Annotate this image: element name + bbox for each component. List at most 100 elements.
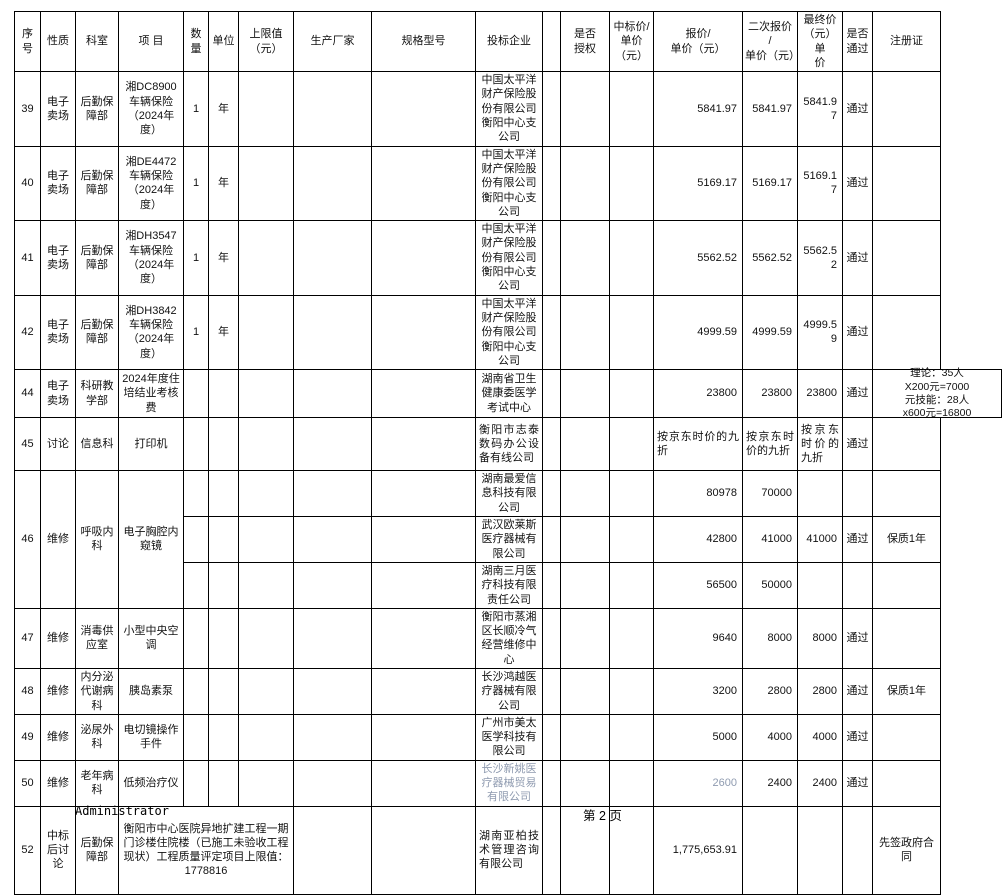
cell-cert bbox=[872, 561, 941, 609]
cell-spec bbox=[371, 805, 476, 895]
cell-qty bbox=[183, 759, 209, 807]
cell-cert bbox=[872, 607, 941, 669]
column-header: 注册证 bbox=[872, 10, 941, 73]
cell-spec bbox=[371, 220, 476, 296]
table-body: 39 电子卖场 后勤保障部 湘DC8900车辆保险（2024年度） 1 年中国太平洋财产保… bbox=[14, 71, 1002, 895]
cell-project: 胰岛素泵 bbox=[118, 667, 184, 715]
cell-qty bbox=[183, 561, 209, 609]
header-row: 序号 性质 科室项 目数量 单位 上限值 （元） 生产厂家 规格型号 投标企业 是否 授权 中标价… bbox=[14, 10, 941, 73]
column-header: 是否 通过 bbox=[842, 10, 873, 73]
cell-bidder: 长沙鸿越医疗器械有限公司 bbox=[475, 667, 543, 715]
cell-manufacturer bbox=[293, 220, 372, 296]
cell-second-quote: 2400 bbox=[742, 759, 798, 807]
cell-final-price: 5841.97 bbox=[797, 71, 843, 147]
cell-pass: 通过 bbox=[842, 369, 873, 419]
cell-final-price: 5169.17 bbox=[797, 145, 843, 222]
cell-quote: 2600 bbox=[653, 759, 743, 807]
cell-pass: 通过 bbox=[842, 71, 873, 147]
cell-manufacturer bbox=[293, 369, 372, 419]
cell-bidder: 衡阳市志泰数码办公设备有线公司 bbox=[475, 417, 543, 472]
column-header: 性质 bbox=[40, 10, 76, 73]
cell-final-price bbox=[797, 561, 843, 609]
cell-spec bbox=[371, 71, 476, 147]
cell-pass: 通过 bbox=[842, 607, 873, 669]
cell-unit bbox=[208, 759, 239, 807]
cell-cert bbox=[872, 470, 941, 518]
cell-qty bbox=[183, 667, 209, 715]
cell-limit bbox=[238, 470, 294, 518]
cell-second-quote: 5841.97 bbox=[742, 71, 798, 147]
cell-manufacturer bbox=[293, 713, 372, 761]
cell-cert: 保质1年 bbox=[872, 516, 941, 563]
cell-quote: 56500 bbox=[653, 561, 743, 609]
cell-manufacturer bbox=[293, 294, 372, 371]
cell-award-price bbox=[609, 561, 654, 609]
cell-no: 44 bbox=[14, 369, 41, 419]
cell-nature: 维修 bbox=[40, 607, 76, 669]
cell-project: 衡阳市中心医院异地扩建工程一期门诊楼住院楼（已施工未验收工程现状）工程质量评定项… bbox=[118, 805, 294, 895]
cell-bidder: 湖南最爱信息科技有限公司 bbox=[475, 470, 543, 518]
spreadsheet-page: 序号 性质 科室项 目数量 单位 上限值 （元） 生产厂家 规格型号 投标企业 是否 授权 中标价… bbox=[14, 10, 1002, 895]
cell-limit bbox=[238, 71, 294, 147]
cell-spacer bbox=[542, 667, 561, 715]
cell-second-quote: 23800 bbox=[742, 369, 798, 419]
table-row: 湖南三月医疗科技有限责任公司 56500 50000 bbox=[15, 561, 941, 609]
cell-spacer bbox=[542, 607, 561, 669]
cell-pass bbox=[842, 805, 873, 895]
cell-quote: 42800 bbox=[653, 516, 743, 563]
cell-pass: 通过 bbox=[842, 667, 873, 715]
cell-unit: 年 bbox=[208, 220, 239, 296]
cell-final-price: 8000 bbox=[797, 607, 843, 669]
cell-manufacturer bbox=[293, 805, 372, 895]
cell-project: 湘DE4472车辆保险（2024年度） bbox=[118, 145, 184, 222]
cell-spec bbox=[371, 369, 476, 419]
table-row: 44 电子卖场 科研教学部 2024年度住培结业考核费 湖南省卫生健康委医学考试中心 23… bbox=[14, 367, 1002, 419]
cell-authorized bbox=[560, 607, 610, 669]
cell-nature: 维修 bbox=[40, 667, 76, 715]
cell-authorized bbox=[560, 561, 610, 609]
cell-second-quote: 按京东时价的九折 bbox=[742, 417, 798, 472]
cell-quote: 按京东时价的九折 bbox=[653, 417, 743, 472]
cell-manufacturer bbox=[293, 470, 372, 518]
cell-limit bbox=[238, 516, 294, 563]
cell-no: 41 bbox=[14, 220, 41, 296]
cell-project: 低频治疗仪 bbox=[118, 759, 184, 807]
column-header: 规格型号 bbox=[371, 10, 476, 73]
cell-pass bbox=[842, 470, 873, 518]
cell-no: 39 bbox=[14, 71, 41, 147]
cell-spacer bbox=[542, 805, 561, 895]
column-header: 项 目 bbox=[118, 10, 184, 73]
cell-final-price bbox=[797, 470, 843, 518]
cell-unit bbox=[208, 470, 239, 518]
footer-username: Administrator bbox=[75, 804, 169, 818]
cell-quote: 5841.97 bbox=[653, 71, 743, 147]
cell-second-quote: 50000 bbox=[742, 561, 798, 609]
cell-second-quote bbox=[742, 805, 798, 895]
cell-quote: 1,775,653.91 bbox=[653, 805, 743, 895]
cell-bidder: 中国太平洋财产保险股份有限公司衡阳中心支公司 bbox=[475, 294, 543, 371]
cell-award-price bbox=[609, 294, 654, 371]
cell-dept: 后勤保障部 bbox=[75, 71, 119, 147]
cell-no: 50 bbox=[14, 759, 41, 807]
cell-pass: 通过 bbox=[842, 516, 873, 563]
column-header: 生产厂家 bbox=[293, 10, 372, 73]
cell-authorized bbox=[560, 220, 610, 296]
table-row: 41 电子卖场 后勤保障部 湘DH3547车辆保险（2024年度） 1 年 中国太平洋财产保… bbox=[14, 220, 941, 296]
cell-award-price bbox=[609, 516, 654, 563]
cell-manufacturer bbox=[293, 607, 372, 669]
cell-dept: 内分泌代谢病科 bbox=[75, 667, 119, 715]
cell-unit: 年 bbox=[208, 294, 239, 371]
procurement-table: 序号 性质 科室项 目数量 单位 上限值 （元） 生产厂家 规格型号 投标企业 是否 授权 中标价… bbox=[14, 10, 1002, 895]
cell-manufacturer bbox=[293, 71, 372, 147]
cell-spec bbox=[371, 417, 476, 472]
cell-dept: 后勤保障部 bbox=[75, 145, 119, 222]
cell-unit bbox=[208, 667, 239, 715]
column-header: 是否 授权 bbox=[560, 10, 610, 73]
cell-limit bbox=[238, 220, 294, 296]
cell-authorized bbox=[560, 713, 610, 761]
cell-nature: 中标后讨论 bbox=[40, 805, 76, 895]
cell-cert bbox=[872, 417, 941, 472]
cell-unit: 年 bbox=[208, 145, 239, 222]
column-header: 序号 bbox=[14, 10, 41, 73]
cell-no: 48 bbox=[14, 667, 41, 715]
